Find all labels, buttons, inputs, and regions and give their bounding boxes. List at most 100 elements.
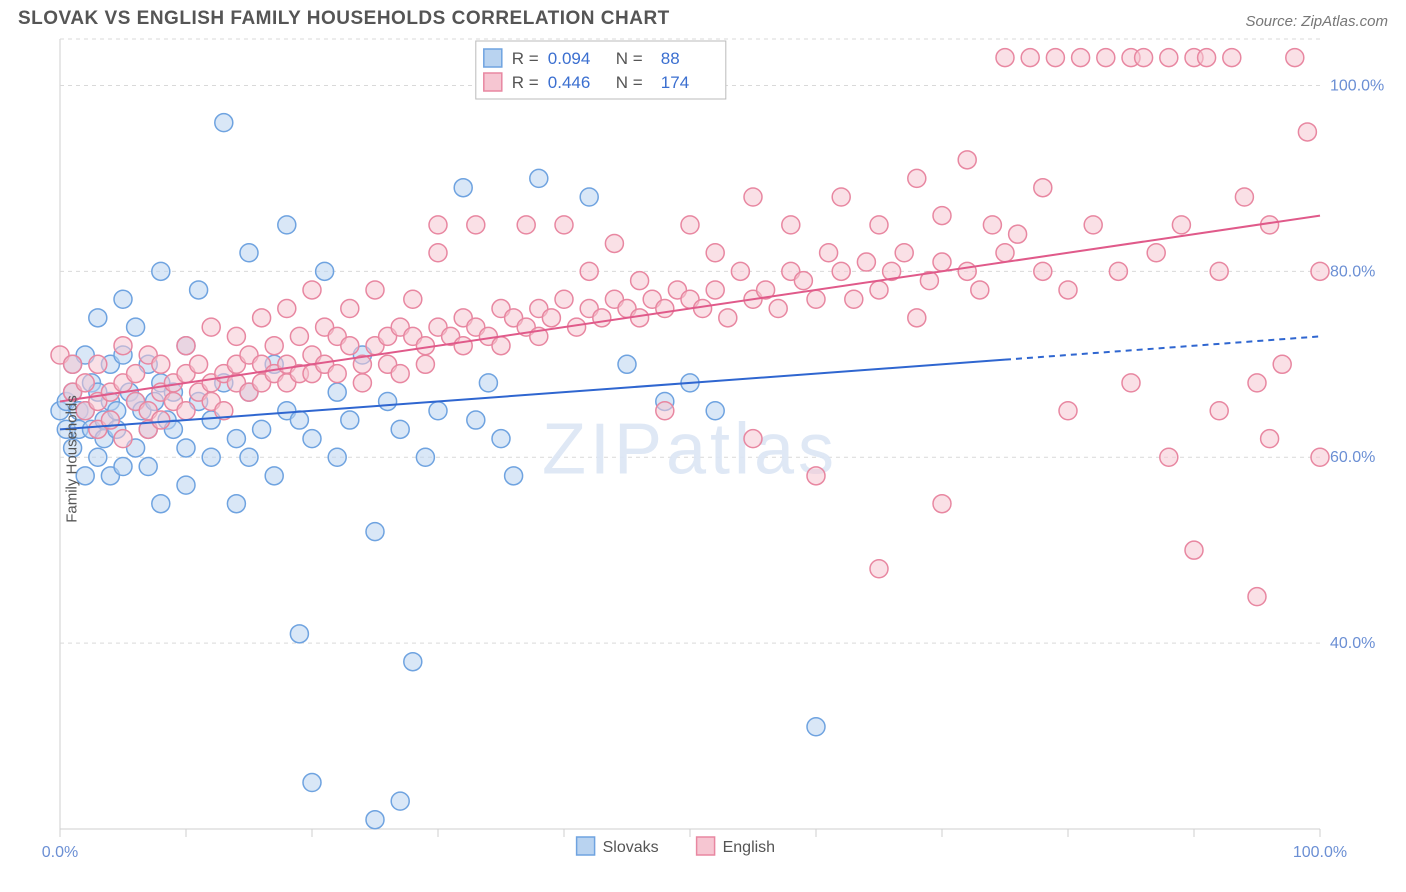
data-point <box>467 216 485 234</box>
data-point <box>832 262 850 280</box>
data-point <box>1210 262 1228 280</box>
data-point <box>492 430 510 448</box>
legend-r-value: 0.446 <box>548 73 591 92</box>
data-point <box>719 309 737 327</box>
data-point <box>416 355 434 373</box>
watermark: ZIPatlas <box>542 410 838 490</box>
data-point <box>1172 216 1190 234</box>
data-point <box>908 309 926 327</box>
data-point <box>1072 49 1090 67</box>
data-point <box>1160 49 1178 67</box>
data-point <box>971 281 989 299</box>
legend-n-label: N = <box>616 49 643 68</box>
data-point <box>1109 262 1127 280</box>
data-point <box>328 365 346 383</box>
data-point <box>870 560 888 578</box>
data-point <box>820 244 838 262</box>
data-point <box>253 309 271 327</box>
data-point <box>303 281 321 299</box>
data-point <box>177 337 195 355</box>
data-point <box>505 467 523 485</box>
data-point <box>1198 49 1216 67</box>
trend-line-dashed <box>1005 336 1320 359</box>
data-point <box>190 281 208 299</box>
data-point <box>870 216 888 234</box>
data-point <box>1059 281 1077 299</box>
data-point <box>114 458 132 476</box>
data-point <box>454 179 472 197</box>
data-point <box>1046 49 1064 67</box>
data-point <box>618 355 636 373</box>
data-point <box>631 272 649 290</box>
data-point <box>215 114 233 132</box>
legend-swatch <box>484 73 502 91</box>
data-point <box>416 448 434 466</box>
data-point <box>114 337 132 355</box>
y-axis-label: Family Households <box>63 395 80 523</box>
data-point <box>114 290 132 308</box>
data-point <box>1160 448 1178 466</box>
legend-r-label: R = <box>512 73 539 92</box>
legend-n-value: 174 <box>661 73 689 92</box>
data-point <box>908 169 926 187</box>
chart-title: SLOVAK VS ENGLISH FAMILY HOUSEHOLDS CORR… <box>18 8 670 30</box>
data-point <box>278 300 296 318</box>
data-point <box>857 253 875 271</box>
data-point <box>190 355 208 373</box>
data-point <box>152 262 170 280</box>
data-point <box>64 355 82 373</box>
data-point <box>933 253 951 271</box>
data-point <box>706 402 724 420</box>
data-point <box>316 262 334 280</box>
legend-swatch <box>484 49 502 67</box>
data-point <box>807 467 825 485</box>
data-point <box>139 458 157 476</box>
data-point <box>89 309 107 327</box>
data-point <box>404 653 422 671</box>
data-point <box>958 262 976 280</box>
data-point <box>1185 541 1203 559</box>
data-point <box>152 495 170 513</box>
legend-series-label: English <box>723 839 775 856</box>
data-point <box>1223 49 1241 67</box>
data-point <box>227 495 245 513</box>
data-point <box>870 281 888 299</box>
chart-source: Source: ZipAtlas.com <box>1245 13 1388 30</box>
data-point <box>681 216 699 234</box>
data-point <box>227 327 245 345</box>
y-tick-label: 60.0% <box>1330 449 1375 466</box>
data-point <box>933 207 951 225</box>
data-point <box>429 402 447 420</box>
data-point <box>1235 188 1253 206</box>
data-point <box>290 411 308 429</box>
data-point <box>555 216 573 234</box>
y-tick-label: 100.0% <box>1330 77 1384 94</box>
data-point <box>202 318 220 336</box>
legend-swatch <box>577 837 595 855</box>
data-point <box>605 234 623 252</box>
data-point <box>807 718 825 736</box>
data-point <box>744 430 762 448</box>
data-point <box>454 337 472 355</box>
data-point <box>794 272 812 290</box>
y-tick-label: 40.0% <box>1330 635 1375 652</box>
data-point <box>1261 430 1279 448</box>
data-point <box>782 216 800 234</box>
chart-header: SLOVAK VS ENGLISH FAMILY HOUSEHOLDS CORR… <box>0 0 1406 34</box>
data-point <box>996 244 1014 262</box>
data-point <box>227 430 245 448</box>
data-point <box>542 309 560 327</box>
data-point <box>240 448 258 466</box>
data-point <box>353 374 371 392</box>
data-point <box>1273 355 1291 373</box>
data-point <box>479 374 497 392</box>
data-point <box>1021 49 1039 67</box>
data-point <box>290 625 308 643</box>
data-point <box>127 318 145 336</box>
data-point <box>1097 49 1115 67</box>
data-point <box>341 300 359 318</box>
data-point <box>341 411 359 429</box>
data-point <box>328 448 346 466</box>
data-point <box>593 309 611 327</box>
data-point <box>127 365 145 383</box>
